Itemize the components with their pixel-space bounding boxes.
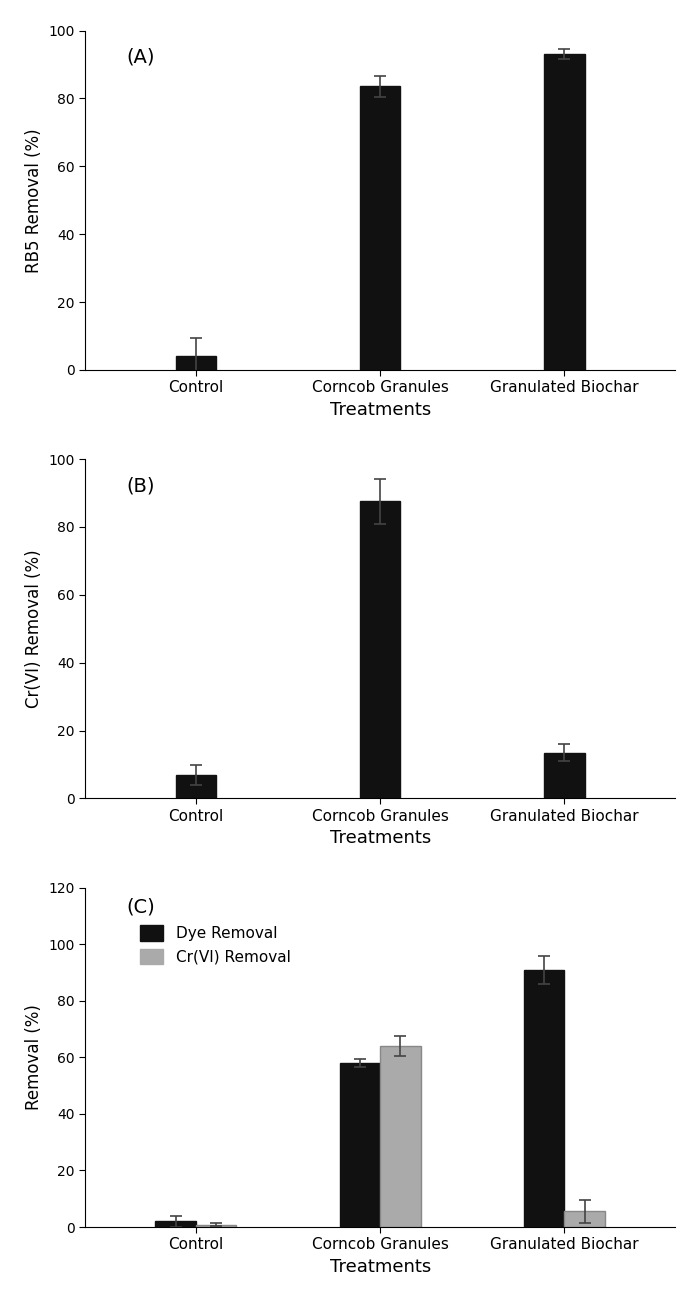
- Text: (A): (A): [127, 47, 155, 66]
- Bar: [564, 1211, 605, 1227]
- X-axis label: Treatments: Treatments: [330, 401, 430, 419]
- Bar: [360, 86, 400, 369]
- Text: (C): (C): [127, 898, 155, 917]
- Bar: [340, 1063, 380, 1227]
- Bar: [544, 753, 584, 799]
- Y-axis label: Cr(VI) Removal (%): Cr(VI) Removal (%): [25, 549, 43, 708]
- Bar: [360, 501, 400, 799]
- Text: (B): (B): [127, 476, 155, 496]
- X-axis label: Treatments: Treatments: [330, 830, 430, 847]
- Bar: [155, 1222, 196, 1227]
- Bar: [380, 1046, 421, 1227]
- Y-axis label: Removal (%): Removal (%): [25, 1004, 43, 1110]
- Legend: Dye Removal, Cr(VI) Removal: Dye Removal, Cr(VI) Removal: [134, 919, 297, 971]
- Bar: [524, 969, 564, 1227]
- Bar: [176, 356, 216, 369]
- Bar: [544, 55, 584, 369]
- Y-axis label: RB5 Removal (%): RB5 Removal (%): [25, 127, 43, 272]
- Bar: [196, 1224, 237, 1227]
- X-axis label: Treatments: Treatments: [330, 1258, 430, 1276]
- Bar: [176, 774, 216, 799]
